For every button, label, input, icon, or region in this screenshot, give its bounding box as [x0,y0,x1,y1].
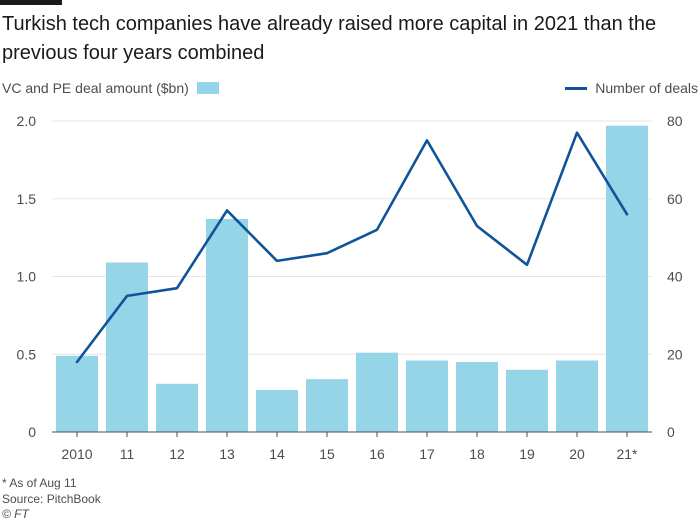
x-tick-label: 12 [169,446,185,462]
y-right-tick-label: 60 [667,191,683,207]
bar [56,355,98,432]
x-tick-label: 15 [319,446,335,462]
y-left-tick-label: 0.5 [17,346,37,362]
bar [556,360,598,432]
y-left-tick-label: 1.0 [17,269,37,285]
x-tick-label: 18 [469,446,485,462]
x-tick-label: 17 [419,446,435,462]
y-left-tick-label: 0 [28,424,36,440]
legend-line: Number of deals [565,80,698,96]
copyright: © FT [2,507,29,521]
y-left-tick-label: 2.0 [17,113,37,129]
y-right-tick-label: 0 [667,424,675,440]
y-right-tick-label: 20 [667,346,683,362]
y-right-tick-label: 40 [667,269,683,285]
bar [406,360,448,432]
legend-bars-label: VC and PE deal amount ($bn) [2,80,189,96]
x-tick-label: 16 [369,446,385,462]
footer: * As of Aug 11 Source: PitchBook © FT [2,476,101,523]
bar [106,262,148,432]
footnote: * As of Aug 11 [2,476,77,490]
x-tick-label: 13 [219,446,235,462]
legend-line-swatch [565,86,588,90]
x-tick-label: 11 [120,446,135,462]
bar [256,390,298,432]
x-tick-label: 21* [616,446,638,462]
legend-line-label: Number of deals [595,80,698,96]
legend-bars-swatch [196,82,219,94]
bar [306,379,348,432]
bar [356,352,398,432]
bar [506,369,548,432]
line-series-number-of-deals [75,131,629,364]
source-note: Source: PitchBook [2,491,101,506]
bar [156,383,198,432]
x-tick-label: 20 [569,446,585,462]
x-tick-label: 19 [519,446,535,462]
y-left-tick-label: 1.5 [17,191,37,207]
bar [606,125,648,432]
x-tick-label: 14 [269,446,285,462]
bar [206,218,248,432]
x-tick-label: 2010 [61,446,92,462]
y-right-tick-label: 80 [667,113,683,129]
legend-bars: VC and PE deal amount ($bn) [2,80,219,96]
chart-title: Turkish tech companies have already rais… [2,13,657,64]
ft-top-bar [0,0,62,5]
bar [456,362,498,432]
